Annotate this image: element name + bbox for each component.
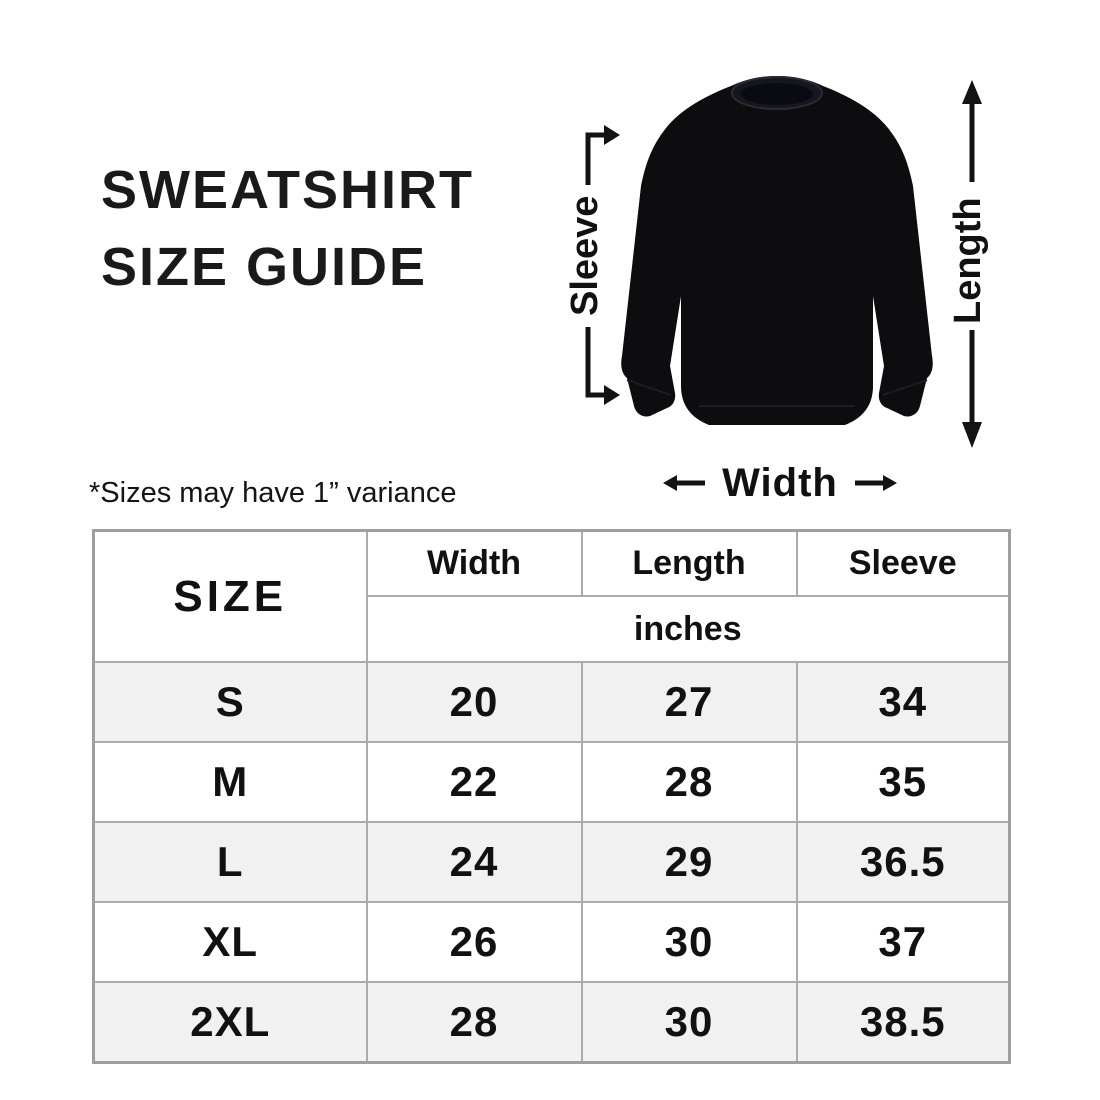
length-cell: 30 (580, 981, 798, 1064)
sleeve-cell: 37 (795, 901, 1011, 983)
sweatshirt-image (621, 76, 933, 425)
sweatshirt-left-cuff-seam (626, 379, 672, 396)
sweatshirt-collar-inner (741, 83, 813, 105)
sweatshirt-body (663, 76, 891, 425)
size-table: SIZE Width Length Sleeve inches S 20 27 … (92, 529, 1011, 1064)
width-cell: 26 (365, 901, 583, 983)
table-header-row: SIZE Width Length Sleeve (92, 529, 1011, 663)
length-label: Length (947, 197, 989, 325)
length-cell: 28 (580, 741, 798, 823)
length-cell: 30 (580, 901, 798, 983)
width-cell: 24 (365, 821, 583, 903)
width-label: Width (722, 460, 838, 505)
sleeve-cell: 36.5 (795, 821, 1011, 903)
width-column-header: Width (365, 529, 583, 597)
sweatshirt-right-sleeve (817, 84, 933, 417)
width-left-arrow-icon (663, 475, 706, 491)
size-cell: 2XL (92, 981, 368, 1064)
sleeve-cell: 34 (795, 661, 1011, 743)
sleeve-column-header: Sleeve (795, 529, 1011, 597)
size-column-header: SIZE (92, 529, 368, 663)
sweatshirt-right-cuff-seam (882, 379, 928, 396)
table-row: XL 26 30 37 (92, 901, 1011, 983)
sleeve-measure-arrows-icon (585, 125, 620, 405)
table-row: S 20 27 34 (92, 661, 1011, 743)
size-cell: XL (92, 901, 368, 983)
title-line-1: SWEATSHIRT (101, 160, 474, 220)
length-cell: 29 (580, 821, 798, 903)
table-row: M 22 28 35 (92, 741, 1011, 823)
length-column-header: Length (580, 529, 798, 597)
variance-note: *Sizes may have 1” variance (89, 477, 457, 509)
sleeve-label: Sleeve (564, 195, 606, 317)
length-cell: 27 (580, 661, 798, 743)
width-annotation: Width (660, 460, 900, 506)
unit-header: inches (365, 595, 1011, 663)
width-cell: 22 (365, 741, 583, 823)
page-title: SWEATSHIRT SIZE GUIDE (101, 152, 474, 306)
table-row: L 24 29 36.5 (92, 821, 1011, 903)
width-cell: 20 (365, 661, 583, 743)
width-right-arrow-icon (854, 475, 897, 491)
title-line-2: SIZE GUIDE (101, 237, 428, 297)
table-row: 2XL 28 30 38.5 (92, 981, 1011, 1064)
sweatshirt-left-sleeve (621, 84, 737, 417)
length-measure-arrow-icon (962, 80, 982, 448)
size-cell: S (92, 661, 368, 743)
size-cell: L (92, 821, 368, 903)
sleeve-cell: 35 (795, 741, 1011, 823)
table-unit-row: inches (94, 595, 1011, 663)
size-cell: M (92, 741, 368, 823)
sleeve-cell: 38.5 (795, 981, 1011, 1064)
width-cell: 28 (365, 981, 583, 1064)
